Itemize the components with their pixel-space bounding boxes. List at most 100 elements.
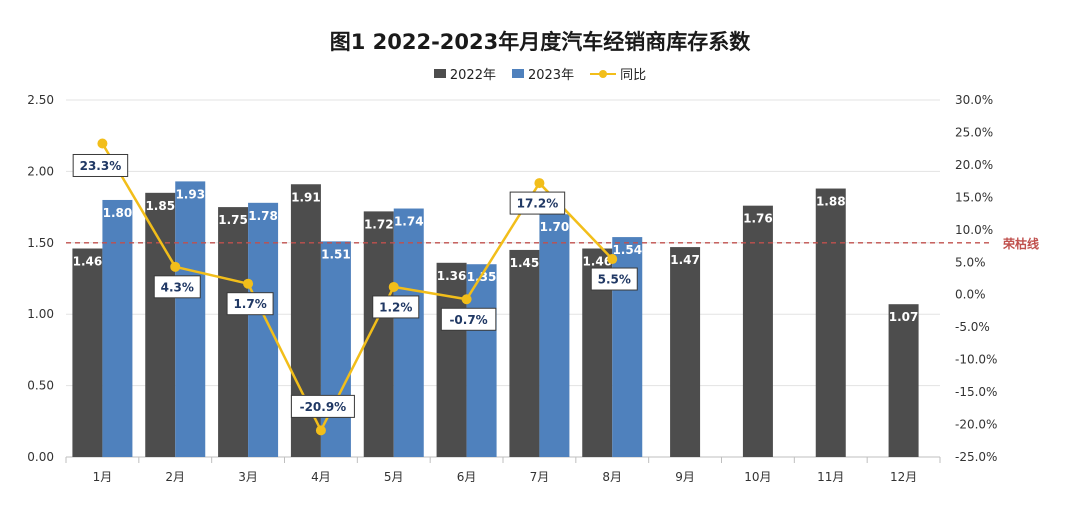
data-label-2022: 1.45 — [510, 256, 540, 270]
yoy-label-box — [72, 153, 129, 177]
reference-line-label: 荣枯线 — [1002, 236, 1039, 251]
yoy-point — [97, 138, 108, 149]
data-label-2022: 1.85 — [145, 199, 175, 213]
yoy-data-label: -0.7% — [449, 313, 487, 327]
bar-2022 — [145, 192, 176, 457]
chart-title: 图1 2022-2023年月度汽车经销商库存系数 — [329, 30, 751, 54]
data-label-2022: 1.07 — [889, 310, 919, 324]
x-tick-label: 11月 — [817, 470, 844, 484]
yoy-point — [461, 294, 472, 305]
bar-2022 — [72, 248, 103, 457]
legend-swatch-2023 — [511, 69, 524, 78]
yoy-point — [607, 254, 618, 265]
bar-2022 — [509, 249, 540, 457]
yoy-data-label: 1.7% — [233, 297, 266, 311]
bar-2023 — [102, 199, 133, 457]
legend-label-yoy: 同比 — [620, 68, 647, 83]
data-label-2023: 1.74 — [394, 215, 424, 229]
data-label-2022: 1.36 — [437, 269, 467, 283]
yoy-data-label: 23.3% — [80, 159, 122, 173]
data-label-2023: 1.78 — [248, 209, 278, 223]
y-right-tick-label: 30.0% — [955, 93, 993, 107]
y-right-tick-label: 25.0% — [955, 125, 993, 139]
x-tick-label: 7月 — [530, 470, 550, 484]
data-label-2022: 1.46 — [582, 255, 612, 269]
legend-item-yoy: 同比 — [590, 64, 646, 83]
yoy-data-label: 4.3% — [161, 280, 194, 294]
legend-item-2023: 2023年 — [511, 64, 575, 83]
x-tick-label: 1月 — [93, 470, 113, 484]
yoy-point — [388, 281, 399, 292]
yoy-label-box — [153, 275, 201, 299]
y-right-tick-label: 10.0% — [955, 223, 993, 237]
yoy-label-box — [372, 295, 420, 319]
yoy-data-label: 17.2% — [517, 197, 559, 211]
legend-label-2023: 2023年 — [527, 68, 575, 83]
data-label-2022: 1.47 — [670, 253, 700, 267]
y-right-tick-label: -25.0% — [955, 450, 997, 464]
y-left-tick-label: 0.50 — [27, 379, 54, 393]
data-label-2023: 1.93 — [175, 187, 205, 201]
y-right-tick-label: 15.0% — [955, 190, 993, 204]
y-left-tick-label: 0.00 — [27, 450, 54, 464]
bar-2022 — [436, 262, 467, 457]
yoy-label-box — [509, 191, 566, 215]
y-right-tick-label: 5.0% — [955, 255, 986, 269]
bar-2022 — [815, 188, 846, 457]
bar-2023 — [175, 181, 206, 457]
chart-legend: 2022年 2023年 同比 — [0, 64, 1080, 83]
bar-2022 — [888, 304, 919, 457]
y-left-tick-label: 1.50 — [27, 236, 54, 250]
y-right-tick-label: -20.0% — [955, 418, 997, 432]
x-tick-label: 6月 — [457, 470, 477, 484]
x-tick-label: 10月 — [744, 470, 771, 484]
bar-2022 — [670, 247, 701, 457]
x-tick-label: 2月 — [165, 470, 185, 484]
yoy-label-box — [290, 394, 355, 418]
x-tick-label: 3月 — [238, 470, 258, 484]
yoy-label-box — [590, 267, 638, 291]
data-label-2022: 1.91 — [291, 190, 321, 204]
data-label-2023: 1.70 — [540, 220, 570, 234]
bar-2023 — [539, 214, 570, 457]
yoy-label-box — [226, 292, 274, 316]
bar-2023 — [248, 202, 279, 457]
legend-swatch-2022 — [433, 69, 446, 78]
y-right-tick-label: -10.0% — [955, 353, 997, 367]
data-label-2022: 1.76 — [743, 212, 773, 226]
bar-2022 — [742, 205, 773, 457]
legend-item-2022: 2022年 — [433, 64, 496, 83]
x-tick-label: 5月 — [384, 470, 404, 484]
x-tick-label: 9月 — [675, 470, 695, 484]
x-tick-label: 8月 — [602, 470, 622, 484]
yoy-data-label: 5.5% — [598, 273, 631, 287]
yoy-label-box — [440, 307, 497, 331]
yoy-data-label: -20.9% — [300, 400, 347, 414]
y-right-tick-label: 0.0% — [955, 288, 986, 302]
bar-2022 — [218, 207, 249, 457]
x-tick-label: 4月 — [311, 470, 331, 484]
bar-2022 — [363, 211, 394, 457]
data-label-2022: 1.88 — [816, 195, 846, 209]
y-right-tick-label: 20.0% — [955, 158, 993, 172]
y-left-tick-label: 1.00 — [27, 307, 54, 321]
yoy-point — [315, 425, 326, 436]
data-label-2022: 1.72 — [364, 217, 394, 231]
y-right-tick-label: -15.0% — [955, 385, 997, 399]
yoy-point — [534, 178, 545, 189]
y-left-tick-label: 2.00 — [27, 164, 54, 178]
data-label-2023: 1.80 — [103, 206, 133, 220]
legend-swatch-yoy — [590, 68, 617, 80]
bar-2023 — [466, 264, 497, 457]
data-label-2023: 1.51 — [321, 247, 351, 261]
data-label-2023: 1.54 — [612, 243, 642, 257]
y-left-tick-label: 2.50 — [27, 93, 54, 107]
yoy-point — [243, 278, 254, 289]
yoy-point — [170, 261, 181, 272]
bar-2023 — [393, 208, 424, 457]
yoy-data-label: 1.2% — [379, 300, 412, 314]
data-label-2022: 1.46 — [73, 255, 103, 269]
data-label-2022: 1.75 — [218, 213, 248, 227]
